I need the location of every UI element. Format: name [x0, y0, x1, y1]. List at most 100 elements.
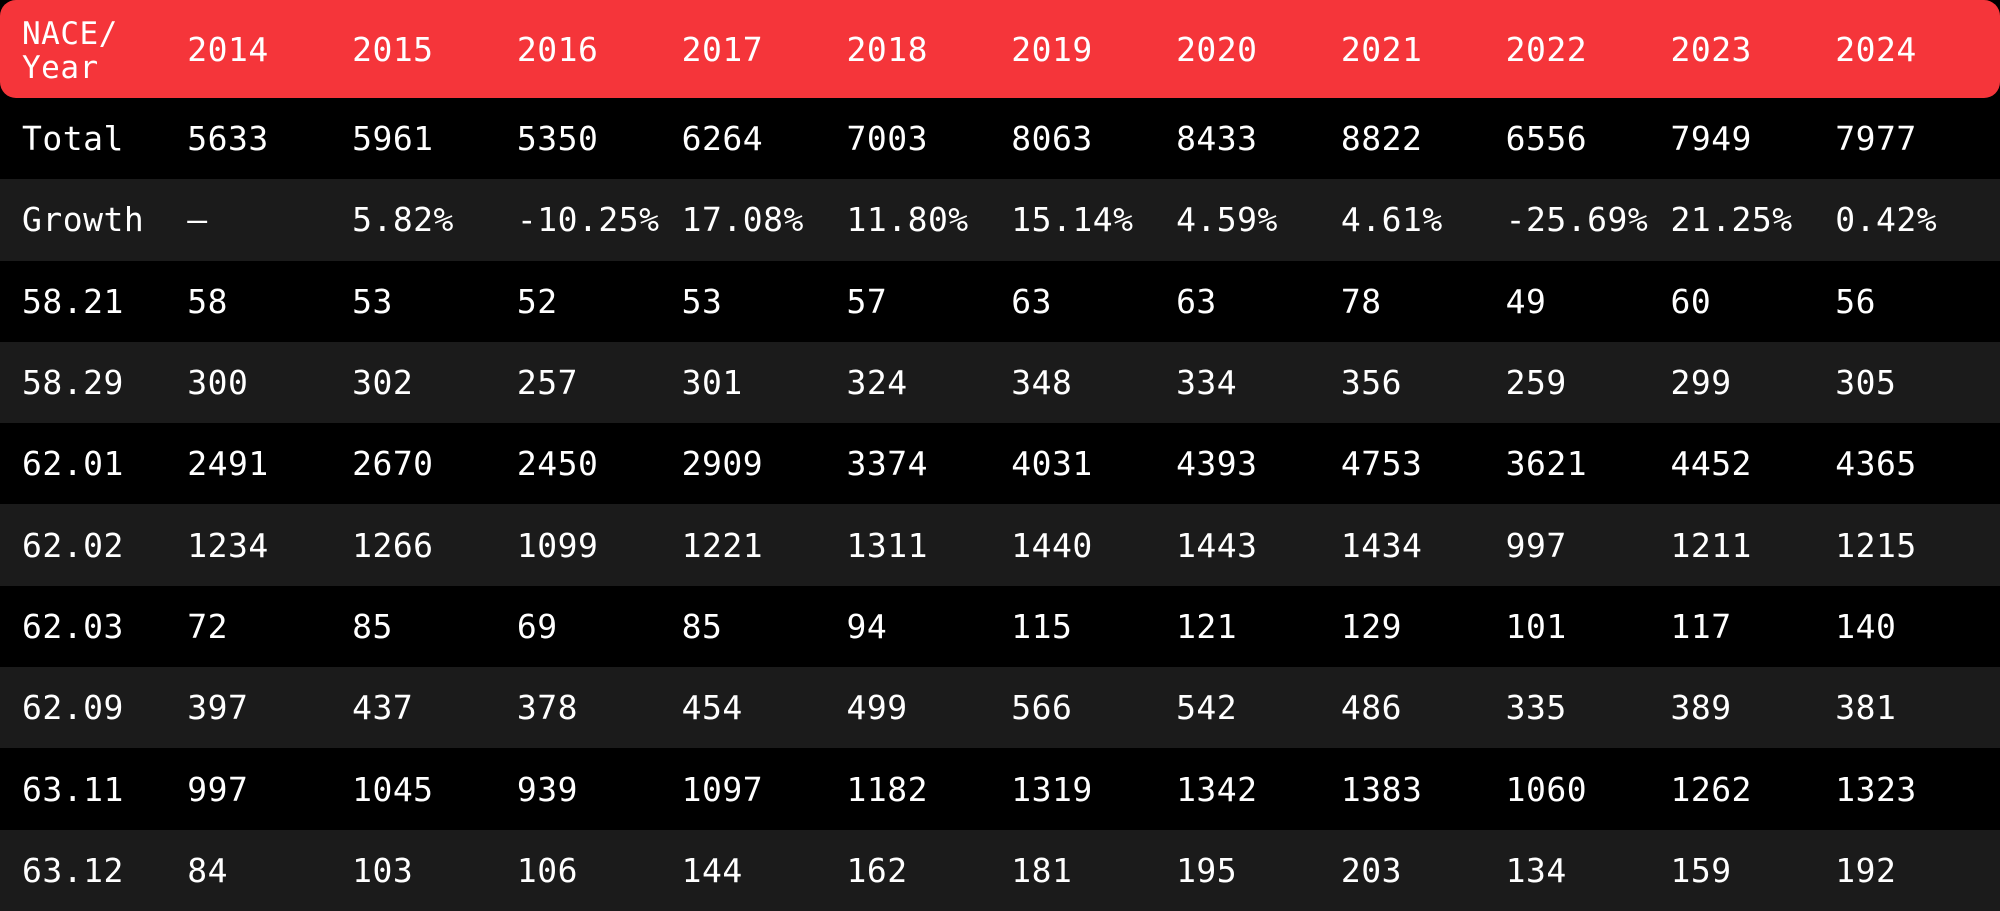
table-cell: 85: [681, 606, 723, 646]
table-cell: 2450: [516, 444, 599, 484]
table-cell: 7949: [1670, 119, 1752, 159]
table-cell: 2670: [352, 444, 434, 484]
year-header: 2020: [1176, 29, 1258, 69]
year-header: 2024: [1835, 29, 1917, 69]
year-header: 2017: [681, 29, 764, 69]
table-cell: 4.59%: [1176, 200, 1278, 240]
table-cell: 8063: [1011, 119, 1093, 159]
table-cell: 305: [1835, 363, 1897, 403]
table-cell: 8433: [1176, 119, 1258, 159]
table-cell: 203: [1340, 850, 1402, 890]
table-row: 62.09 397 437 378 454 499 566 542 486 335 389 381: [0, 667, 2000, 749]
table-cell: 486: [1340, 688, 1402, 728]
table-cell: 117: [1670, 606, 1732, 646]
table-cell: 6264: [681, 119, 764, 159]
table-cell: 94: [846, 606, 888, 646]
table-cell: 302: [352, 363, 414, 403]
table-cell: 159: [1670, 850, 1732, 890]
table-cell: 437: [352, 688, 414, 728]
year-header: 2023: [1670, 29, 1752, 69]
table-cell: 57: [846, 281, 888, 321]
year-header: 2016: [516, 29, 599, 69]
table-cell: 1045: [352, 769, 434, 809]
table-cell: 566: [1011, 688, 1073, 728]
table-cell: 1221: [681, 525, 764, 565]
table-row: 62.02 1234 1266 1099 1221 1311 1440 1443 1434 997…: [0, 504, 2000, 586]
table-cell: 53: [352, 281, 393, 321]
table-cell: 542: [1176, 688, 1238, 728]
table-cell: 1182: [846, 769, 928, 809]
table-cell: 15.14%: [1011, 200, 1134, 240]
table-cell: -10.25%: [516, 200, 660, 240]
table-cell: 348: [1011, 363, 1073, 403]
table-cell: 144: [681, 850, 743, 890]
table-cell: 0.42%: [1835, 200, 1938, 240]
table-cell: 195: [1176, 850, 1238, 890]
table-cell: 1440: [1011, 525, 1093, 565]
table-body: Total 5633 5961 5350 6264 7003 8063 8433 8822 655…: [0, 98, 2000, 911]
table-cell: 63: [1011, 281, 1053, 321]
table-cell: 301: [681, 363, 743, 403]
table-cell: 5961: [352, 119, 434, 159]
table-cell: 162: [846, 850, 908, 890]
table-cell: 997: [187, 769, 249, 809]
table-row: 62.03 72 85 69 85 94 115 121 129 101 117 140: [0, 585, 2000, 668]
table-cell: 259: [1505, 363, 1567, 403]
table-cell: 324: [846, 363, 908, 403]
corner-label-line2: Year: [22, 50, 99, 86]
table-cell: 101: [1505, 606, 1567, 646]
year-header: 2022: [1505, 29, 1588, 69]
row-label: 62.09: [22, 688, 124, 728]
year-header: 2019: [1011, 29, 1093, 69]
year-header: 2015: [352, 29, 434, 69]
table-cell: -25.69%: [1505, 200, 1649, 240]
table-cell: 1311: [846, 525, 928, 565]
row-label: 58.29: [22, 363, 124, 403]
table-cell: 378: [516, 688, 578, 728]
table-cell: 53: [681, 281, 723, 321]
row-label: 62.01: [22, 444, 124, 484]
table-cell: 5633: [187, 119, 269, 159]
table-cell: 3621: [1505, 444, 1588, 484]
table-cell: 4393: [1176, 444, 1258, 484]
table-cell: 140: [1835, 606, 1897, 646]
table-cell: 60: [1670, 281, 1712, 321]
table-cell: 1342: [1176, 769, 1258, 809]
table-cell: 4753: [1340, 444, 1423, 484]
table-cell: 84: [187, 850, 229, 890]
table-cell: 2909: [681, 444, 764, 484]
table-cell: 85: [352, 606, 393, 646]
table-cell: 121: [1176, 606, 1238, 646]
table-row: Total 5633 5961 5350 6264 7003 8063 8433 8822 655…: [0, 98, 2000, 180]
table-cell: 1443: [1176, 525, 1258, 565]
table-cell: 181: [1011, 850, 1073, 890]
table-cell: 1323: [1835, 769, 1917, 809]
year-header: 2021: [1340, 29, 1423, 69]
table-cell: 78: [1340, 281, 1382, 321]
table-cell: 11.80%: [846, 200, 969, 240]
table-cell: 939: [516, 769, 578, 809]
table-cell: 335: [1505, 688, 1567, 728]
row-label: 62.02: [22, 525, 124, 565]
table-cell: 4031: [1011, 444, 1093, 484]
table-cell: 397: [187, 688, 249, 728]
table-cell: 115: [1011, 606, 1073, 646]
table-cell: 6556: [1505, 119, 1588, 159]
table-cell: 129: [1340, 606, 1402, 646]
row-label: 63.11: [22, 769, 124, 809]
table-cell: 4.61%: [1340, 200, 1443, 240]
table-cell: 5350: [516, 119, 599, 159]
table-cell: 454: [681, 688, 743, 728]
table-cell: 69: [516, 606, 558, 646]
year-header: 2018: [846, 29, 928, 69]
table-cell: 8822: [1340, 119, 1423, 159]
table-cell: 381: [1835, 688, 1897, 728]
row-label: 63.12: [22, 850, 124, 890]
table-row: 62.01 2491 2670 2450 2909 3374 4031 4393 4753 362…: [0, 423, 2000, 505]
table-cell: 257: [516, 363, 578, 403]
table-row: 58.29 300 302 257 301 324 348 334 356 259 299 305: [0, 341, 2000, 424]
table-cell: 21.25%: [1670, 200, 1793, 240]
table-cell: 334: [1176, 363, 1238, 403]
table-cell: 1099: [516, 525, 599, 565]
